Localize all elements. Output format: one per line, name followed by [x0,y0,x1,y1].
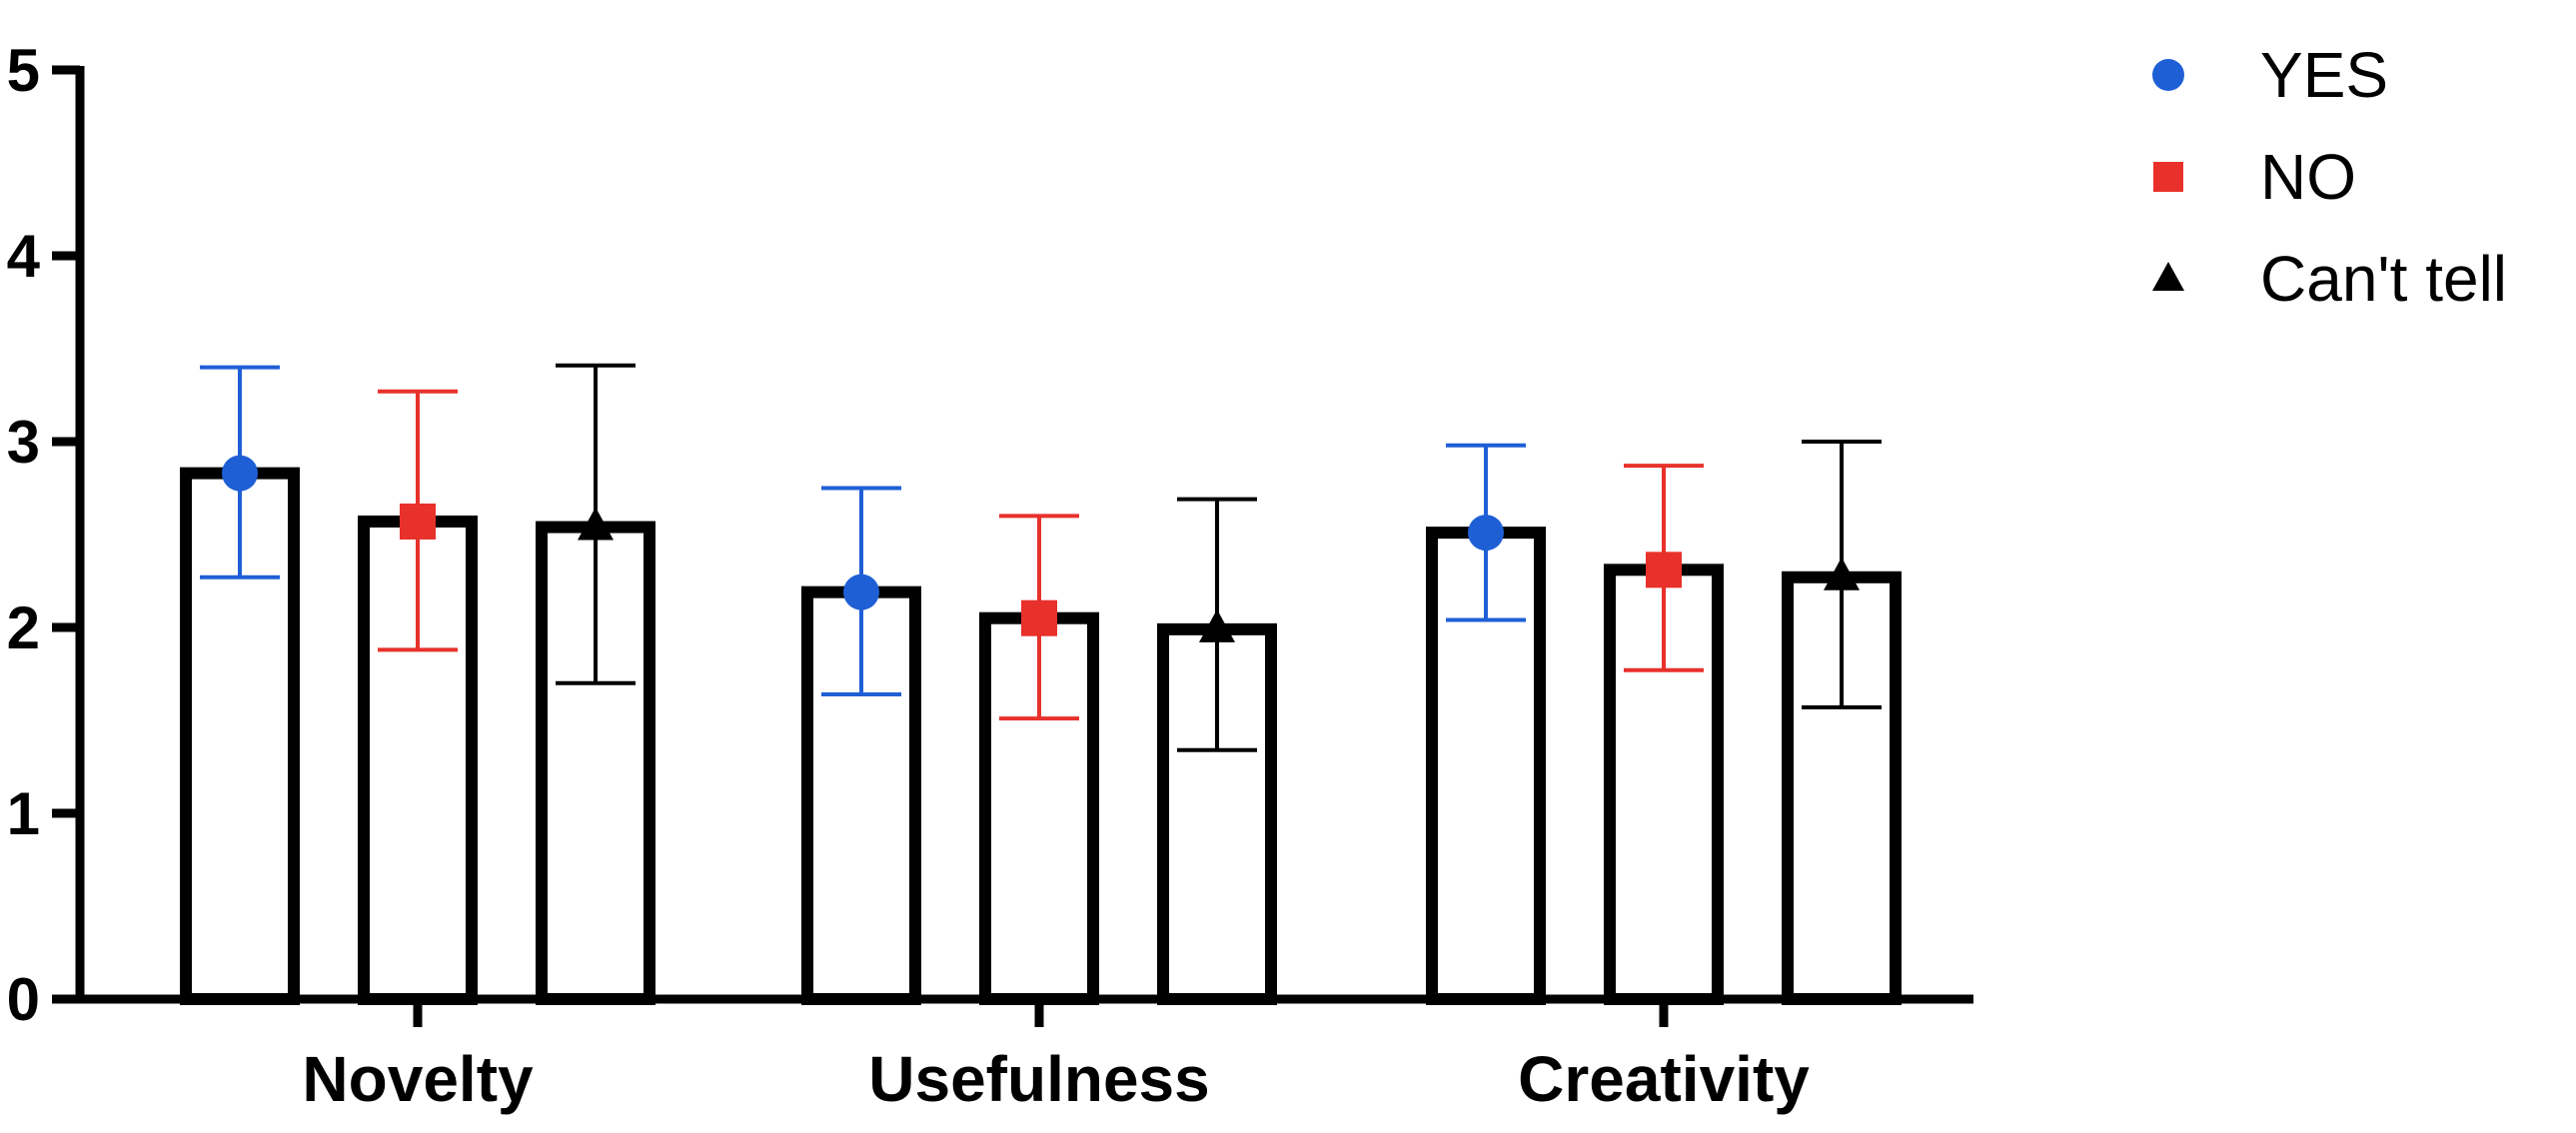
legend-marker [2152,59,2184,91]
point-can-t-tell-creativity [1824,557,1860,590]
y-tick-label: 5 [7,37,40,104]
y-tick-label: 4 [7,223,41,290]
point-yes-novelty [222,455,258,492]
x-tick-label-usefulness: Usefulness [868,1043,1209,1115]
markers-layer [222,455,1860,642]
point-can-t-tell-novelty [578,507,614,541]
point-no-creativity [1646,552,1682,588]
legend-label: YES [2260,39,2388,111]
bar-no-novelty [358,515,478,1005]
x-tick-label-novelty: Novelty [302,1043,534,1115]
legend-label: Can't tell [2260,243,2507,315]
legend: YES NO Can't tell [2152,39,2507,315]
point-no-usefulness [1021,599,1057,636]
legend-entry-can-t-tell: Can't tell [2152,243,2507,315]
axes-layer: 0 1 2 3 4 5 Novelty Usefulness Creativity [7,37,1973,1115]
y-tick-label: 2 [7,594,40,661]
y-tick-label: 0 [7,966,40,1033]
point-yes-creativity [1468,515,1504,552]
y-tick-label: 1 [7,780,40,847]
legend-label: NO [2260,141,2356,213]
legend-marker [2153,162,2183,192]
x-tick-label-creativity: Creativity [1518,1043,1810,1115]
y-tick-label: 3 [7,409,40,476]
legend-entry-yes: YES [2152,39,2388,111]
point-can-t-tell-usefulness [1199,608,1235,642]
legend-marker [2152,262,2184,291]
legend-entry-no: NO [2153,141,2356,213]
point-yes-usefulness [843,573,879,610]
point-no-novelty [400,503,436,540]
